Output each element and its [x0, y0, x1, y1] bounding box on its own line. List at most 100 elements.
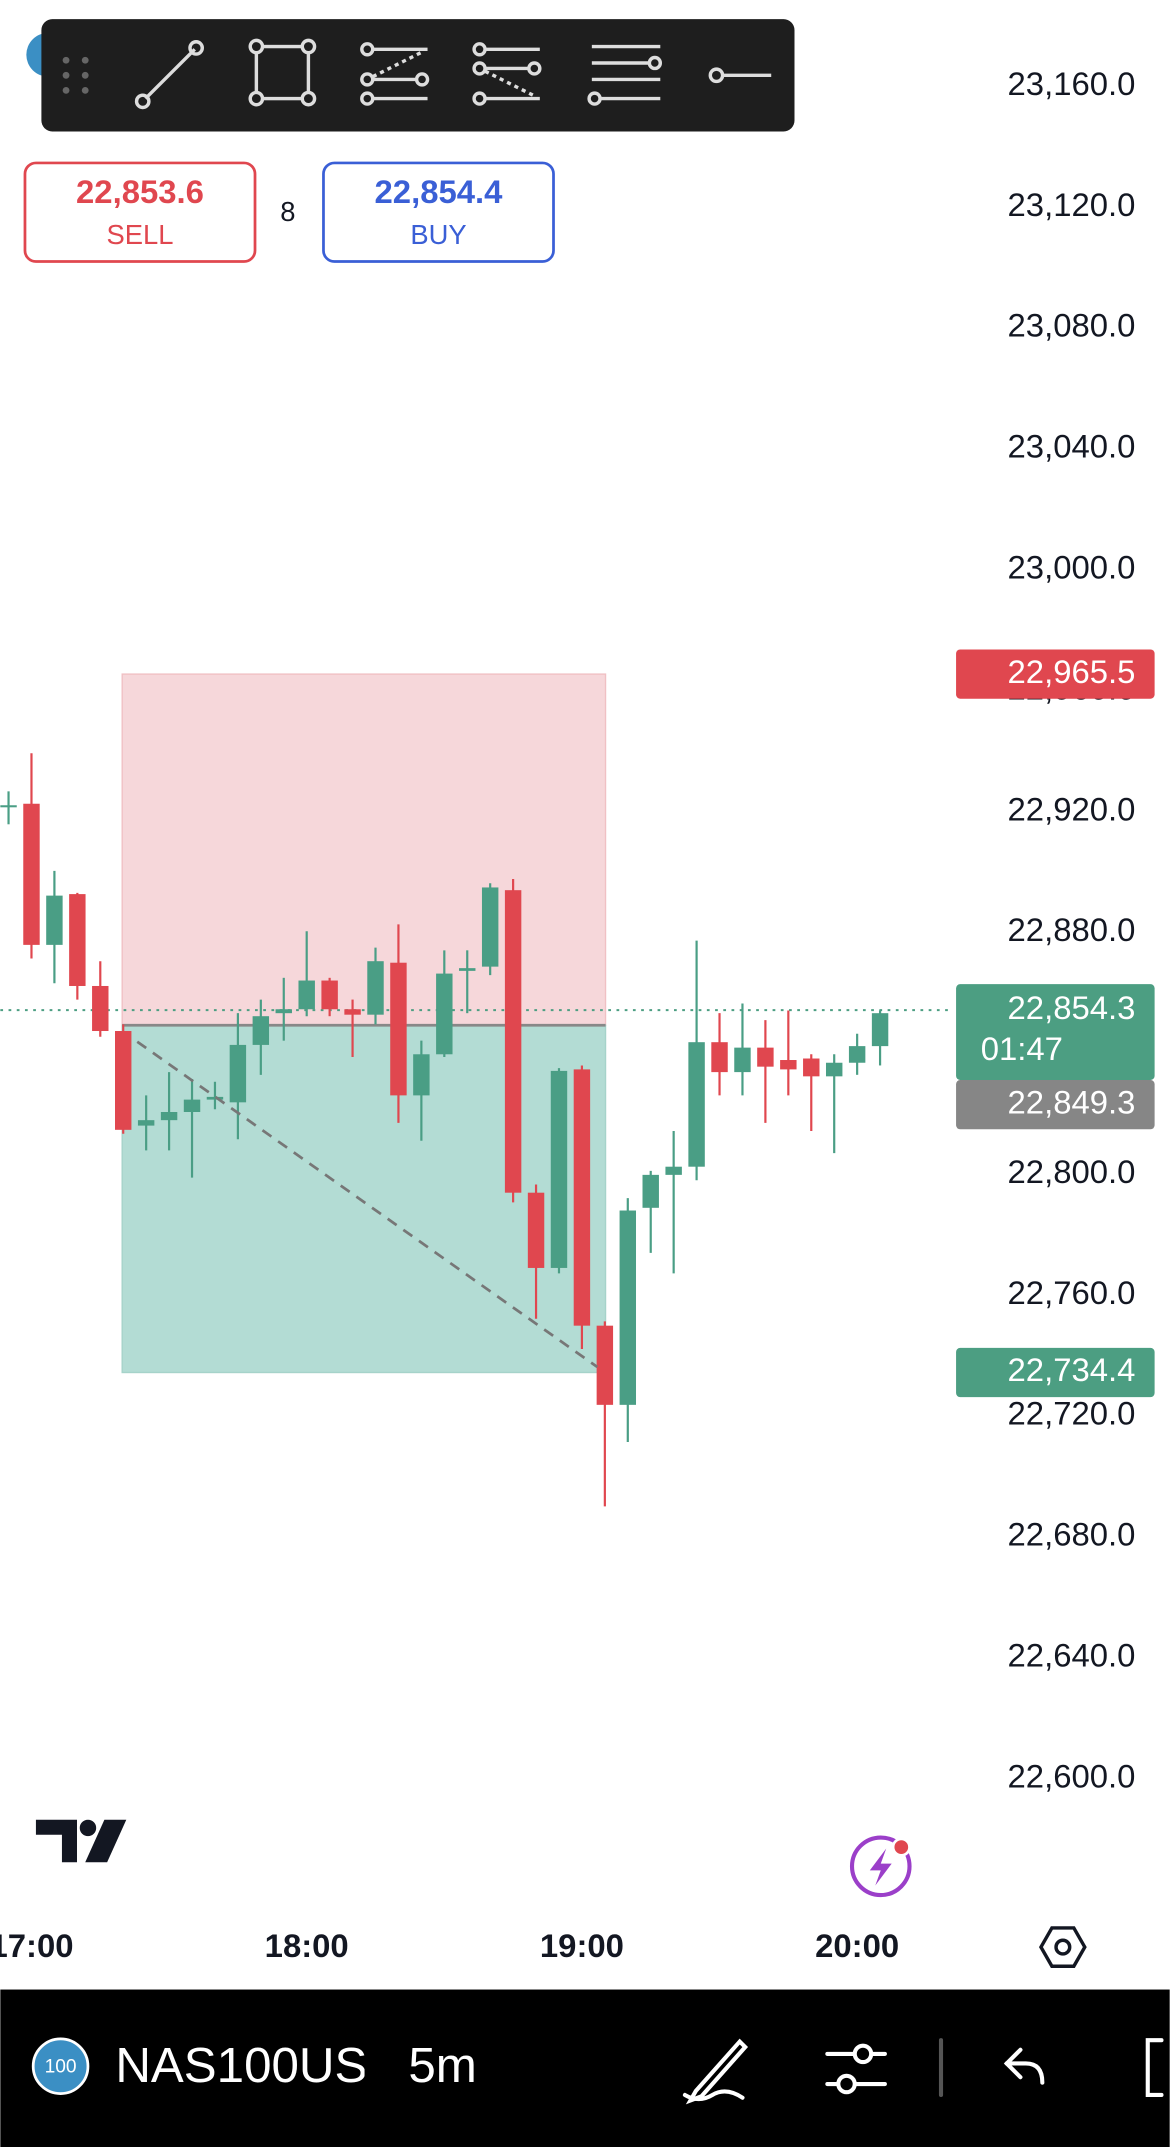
- candle-body: [688, 1042, 705, 1167]
- candle-body: [665, 1166, 682, 1175]
- price-tag-label: 22,734.4: [1008, 1351, 1136, 1388]
- rectangle-tool[interactable]: [248, 38, 317, 107]
- y-tick-label: 22,880.0: [1008, 911, 1136, 948]
- candle-body: [711, 1042, 728, 1073]
- long-position-tool[interactable]: [360, 42, 430, 106]
- x-tick-label: 18:00: [265, 1927, 349, 1964]
- y-tick-label: 22,720.0: [1008, 1395, 1136, 1432]
- candle-body: [527, 1192, 545, 1268]
- candle-body: [69, 894, 86, 986]
- buy-button[interactable]: 22,854.4 BUY: [322, 161, 555, 263]
- price-tag-label: 22,849.3: [1008, 1083, 1136, 1120]
- spread: 8: [280, 196, 295, 227]
- interval[interactable]: 5m: [408, 2038, 476, 2093]
- candle-body: [619, 1210, 637, 1405]
- y-tick-label: 23,120.0: [1008, 186, 1136, 223]
- candle-body: [298, 980, 315, 1010]
- stop-zone: [121, 673, 607, 1026]
- candle-body: [344, 1009, 361, 1015]
- trade-path: [136, 1040, 599, 1369]
- candle-body: [642, 1174, 659, 1208]
- price-tag: [956, 1079, 1155, 1130]
- countdown: 01:47: [981, 1030, 1063, 1067]
- target-zone: [121, 1024, 607, 1374]
- bottom-bar-bg: [0, 1989, 1170, 2147]
- candle-body: [436, 973, 453, 1055]
- bottom-bar: 100 NAS100US 5m: [0, 1989, 1170, 2147]
- candle-body: [275, 1009, 292, 1014]
- sell-box: [23, 161, 257, 263]
- candle-body: [871, 1013, 889, 1047]
- short-position-tool[interactable]: [472, 42, 542, 106]
- drag-handle: [62, 56, 89, 94]
- y-tick-label: 22,920.0: [1008, 790, 1136, 827]
- candle-body: [183, 1099, 201, 1113]
- y-tick-label: 22,800.0: [1008, 1153, 1136, 1190]
- candle-body: [734, 1047, 751, 1073]
- badge-text: 100: [45, 2057, 77, 2078]
- price-tag-label: 22,854.3: [1008, 989, 1136, 1026]
- candle-body: [23, 803, 40, 945]
- candle-body: [367, 961, 384, 1015]
- overlay: 22,853.6 SELL 8 22,854.4 BUY 100 NAS100U…: [0, 19, 1170, 2147]
- sell-button[interactable]: 22,853.6 SELL: [23, 161, 257, 263]
- indicators-button[interactable]: [825, 2043, 887, 2095]
- buy-price: 22,854.4: [375, 173, 504, 210]
- candle-body: [229, 1044, 247, 1103]
- candle-body: [757, 1047, 774, 1067]
- candle-body: [504, 890, 522, 1193]
- candle-body: [573, 1069, 591, 1326]
- y-tick-label: 23,080.0: [1008, 307, 1136, 344]
- x-tick-label: 19:00: [540, 1927, 624, 1964]
- candle-body: [825, 1062, 843, 1077]
- undo-button[interactable]: [1003, 2047, 1045, 2085]
- drawing-toolbar: [41, 19, 795, 132]
- candle-body: [848, 1046, 866, 1063]
- sell-price: 22,853.6: [76, 173, 204, 210]
- candle-body: [596, 1325, 614, 1405]
- x-tick-label: 17:00: [0, 1927, 74, 1964]
- price-tag: [956, 1347, 1155, 1398]
- candle-body: [459, 968, 476, 971]
- logo: [35, 1819, 127, 1863]
- candle-body: [481, 887, 499, 967]
- trend-line-tool[interactable]: [134, 40, 205, 110]
- x-tick-label: 20:00: [815, 1927, 899, 1964]
- y-tick-label: 22,680.0: [1008, 1516, 1136, 1553]
- candle-body: [780, 1060, 797, 1070]
- candle-body: [137, 1120, 155, 1126]
- y-tick-label: 23,000.0: [1008, 549, 1136, 586]
- candle-body: [115, 1031, 132, 1130]
- horizontal-ray-tool[interactable]: [708, 67, 772, 84]
- fib-tool[interactable]: [587, 44, 663, 106]
- candle-body: [550, 1070, 568, 1268]
- price-tag: [956, 984, 1155, 1080]
- draw-button[interactable]: [682, 2038, 749, 2105]
- sell-label: SELL: [107, 219, 174, 250]
- candle-body: [321, 980, 338, 1010]
- y-tick-label: 22,600.0: [1008, 1757, 1136, 1794]
- y-tick-label: 22,640.0: [1008, 1636, 1136, 1673]
- y-tick-label: 22,760.0: [1008, 1274, 1136, 1311]
- candle-body: [92, 985, 109, 1032]
- candle-body: [252, 1016, 270, 1045]
- candle-body: [413, 1054, 430, 1096]
- candle-body: [0, 805, 17, 808]
- candle-body: [160, 1112, 178, 1121]
- chart-settings[interactable]: [1038, 1926, 1087, 1968]
- fullscreen-button[interactable]: [1145, 2038, 1164, 2098]
- y-tick-label: 23,040.0: [1008, 428, 1136, 465]
- candle-body: [390, 962, 407, 1096]
- candle-body: [46, 895, 63, 945]
- symbol[interactable]: NAS100US: [115, 2038, 367, 2093]
- price-tag: [956, 649, 1155, 699]
- buy-box: [322, 161, 555, 263]
- price-tag-label: 22,965.5: [1008, 653, 1136, 690]
- plot-area: 23,160.0 23,120.0 23,080.0 23,040.0 23,000.0…: [0, 65, 1155, 1964]
- symbol-badge: [31, 2037, 90, 2095]
- candle-body: [803, 1058, 820, 1077]
- alerts-button[interactable]: [849, 1835, 912, 1898]
- buy-label: BUY: [410, 219, 466, 250]
